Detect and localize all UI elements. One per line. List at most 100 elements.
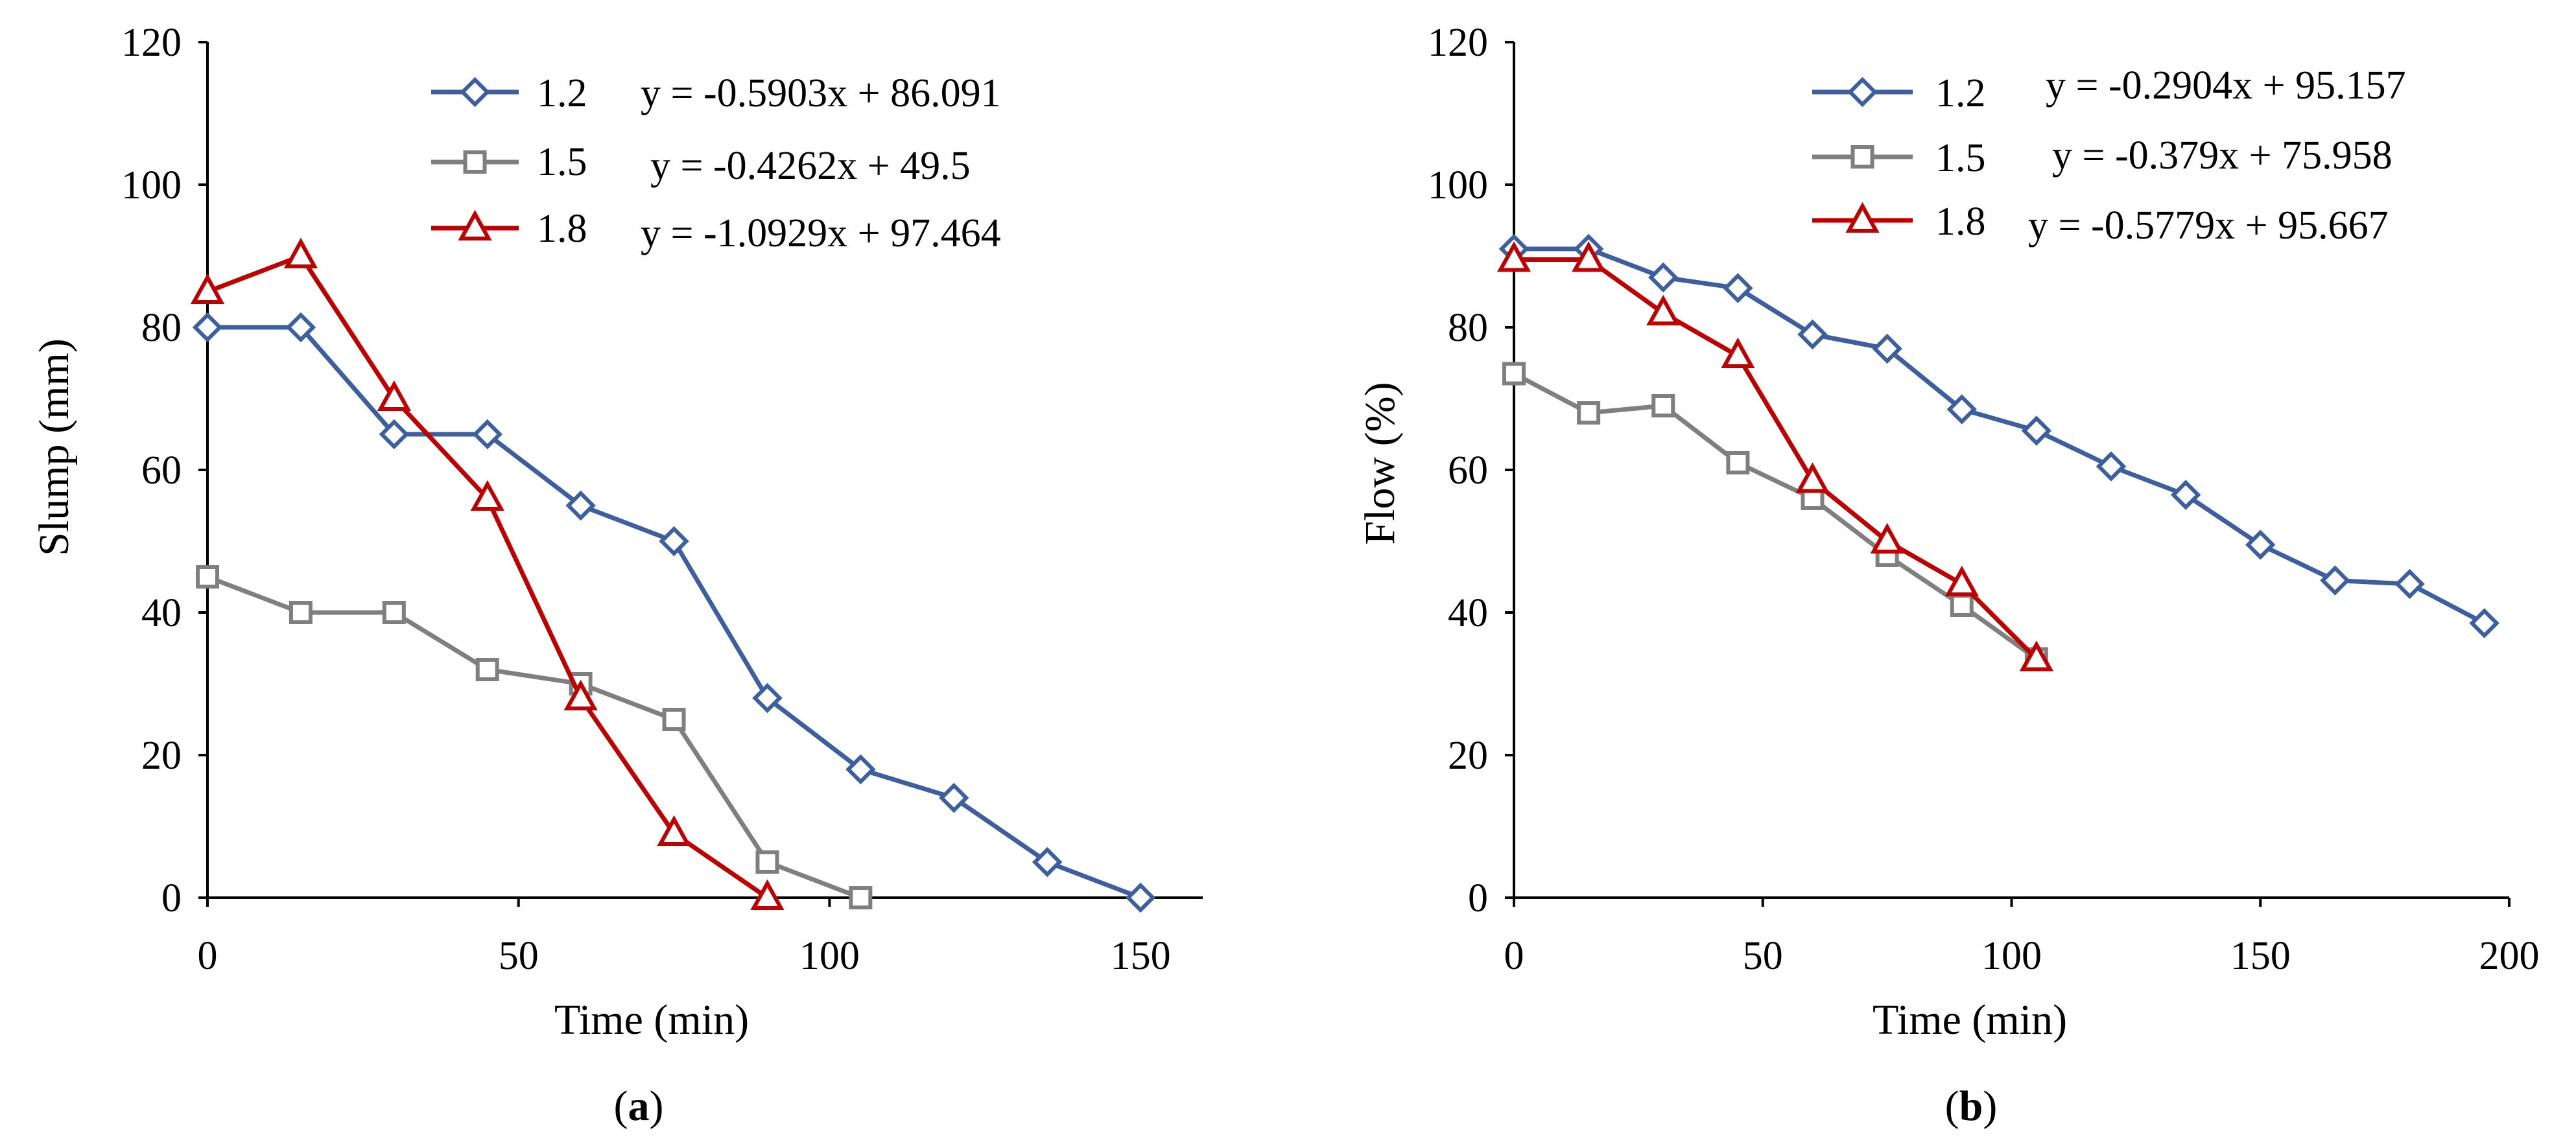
y-tick-label: 80 [141,306,182,350]
legend-label-1-2-a: 1.2 [537,71,587,115]
series-1-8-a-point [750,879,785,910]
y-tick-label: 20 [1448,734,1488,778]
legend-label-1-8-b: 1.8 [1935,200,1986,244]
series-1-5-b-point [1502,362,1526,386]
legend-entry-1-8-b: 1.8 y = -0.5779x + 95.667 [1812,200,2389,248]
legend-marker-1-8-a [431,209,519,240]
series-1-2-b-point [2096,451,2127,482]
x-tick-label: 0 [1504,934,1524,978]
series-1-2-b [1498,233,2499,638]
legend-equation-1-8-b: y = -0.5779x + 95.667 [2028,204,2389,248]
x-axis-title-b: Time (min) [1873,996,2067,1044]
legend-a: 1.2 y = -0.5903x + 86.091 1.5 y = -0.426… [431,71,1001,255]
series-1-8-a-point [470,480,504,511]
x-tick-label: 200 [2479,934,2540,978]
series-1-2-b-point [2320,565,2350,596]
x-tick-label: 150 [1111,934,1171,978]
series-1-2-a-point [565,490,596,521]
legend-marker-1-5-a [431,150,519,174]
legend-symbol [1845,202,1880,233]
series-1-8-b-point [1496,241,1531,272]
legend-entry-1-2-a: 1.2 y = -0.5903x + 86.091 [431,71,1001,115]
series-1-8-a [190,237,785,910]
legend-label-1-5-b: 1.5 [1935,136,1986,180]
series-1-8-a-point [190,273,225,304]
series-group-b [1496,233,2499,671]
legend-symbol [1850,145,1874,169]
y-tick-labels-a: 0 20 40 60 80 100 120 [121,21,182,920]
series-1-5-b-point [1651,394,1675,417]
axes-b [1505,41,2511,907]
caption-letter-b: b [1959,1082,1983,1130]
legend-entry-1-5-a: 1.5 y = -0.4262x + 49.5 [431,140,971,188]
x-tick-labels-b: 0 50 100 150 200 [1504,934,2540,978]
y-tick-label: 60 [1448,449,1488,493]
series-1-2-a-point [285,312,316,343]
series-1-2-b-point [1648,262,1679,293]
series-1-2-b-point [1723,273,1753,303]
series-1-8-a-point [283,237,318,268]
series-1-2-b-point [2170,480,2201,510]
series-group-a [190,237,1156,913]
y-tick-label: 120 [121,21,182,65]
series-1-2-a [192,312,1156,913]
series-1-2-a-point [659,526,689,557]
x-tick-label: 50 [1743,934,1783,978]
series-1-5-a-point [196,565,219,589]
legend-entry-1-5-b: 1.5 y = -0.379x + 75.958 [1812,134,2393,180]
series-1-8-b-point [1870,522,1904,554]
y-tick-label: 0 [1468,876,1488,920]
series-1-2-b-point [2021,415,2052,446]
y-tick-label: 100 [1428,163,1488,207]
x-tick-label: 50 [499,934,539,978]
x-axis-title-a: Time (min) [554,996,749,1044]
caption-a: (a) [614,1082,664,1130]
y-axis-title-b: Flow (%) [1356,382,1404,544]
chart-panel-a: 0 20 40 60 80 100 120 0 50 100 150 Time (min) Slu… [30,21,1203,1130]
series-1-2-b-point [2469,608,2499,638]
series-1-2-b-point [1946,394,1977,425]
legend-equation-1-5-a: y = -0.4262x + 49.5 [650,144,971,188]
series-1-8-b-point [1721,337,1755,368]
legend-equation-1-2-a: y = -0.5903x + 86.091 [641,71,1001,115]
series-1-5-a-point [475,658,499,681]
x-tick-label: 150 [2230,934,2291,978]
x-tick-label: 0 [198,934,218,978]
y-tick-label: 100 [121,163,182,207]
legend-label-1-2-b: 1.2 [1935,71,1986,115]
y-tick-label: 40 [141,591,182,635]
legend-b: 1.2 y = -0.2904x + 95.157 1.5 y = -0.379… [1812,64,2406,248]
legend-label-1-8-a: 1.8 [537,207,587,251]
series-1-8-b-point [1944,565,1979,596]
series-1-8-b-point [1795,462,1830,493]
series-1-2-b-point [1872,333,1902,364]
legend-entry-1-8-a: 1.8 y = -1.0929x + 97.464 [431,207,1001,255]
series-1-8-b-point [2019,640,2053,671]
series-1-2-b-point [2245,530,2276,560]
series-1-2-a-point [1032,846,1063,878]
y-axis-title-a: Slump (mm) [30,338,78,556]
y-tick-labels-b: 0 20 40 60 80 100 120 [1428,21,1488,920]
caption-b: (b) [1945,1082,1998,1130]
series-1-2-b-point [1797,319,1828,350]
series-1-2-a-point [845,754,876,785]
series-1-2-a-point [752,683,783,714]
series-1-8-b-point [1646,294,1681,325]
legend-entry-1-2-b: 1.2 y = -0.2904x + 95.157 [1812,64,2406,115]
y-tick-label: 40 [1448,591,1488,635]
series-1-2-a-point [472,419,502,450]
series-1-8-b-point [1572,241,1606,272]
series-1-5-b-line [1513,371,2038,661]
x-tick-label: 100 [1981,934,2042,978]
series-1-5-a-line [206,574,862,900]
y-tick-label: 0 [161,876,182,920]
series-1-5-b-point [1577,401,1601,425]
series-1-8-b [1496,241,2053,671]
legend-marker-1-2-b [1812,76,1913,108]
series-1-2-b-point [2394,568,2425,600]
series-1-2-a-point [379,419,410,450]
caption-letter-a: a [628,1082,650,1130]
series-1-2-a-point [192,312,223,343]
series-1-2-a-point [939,782,969,813]
